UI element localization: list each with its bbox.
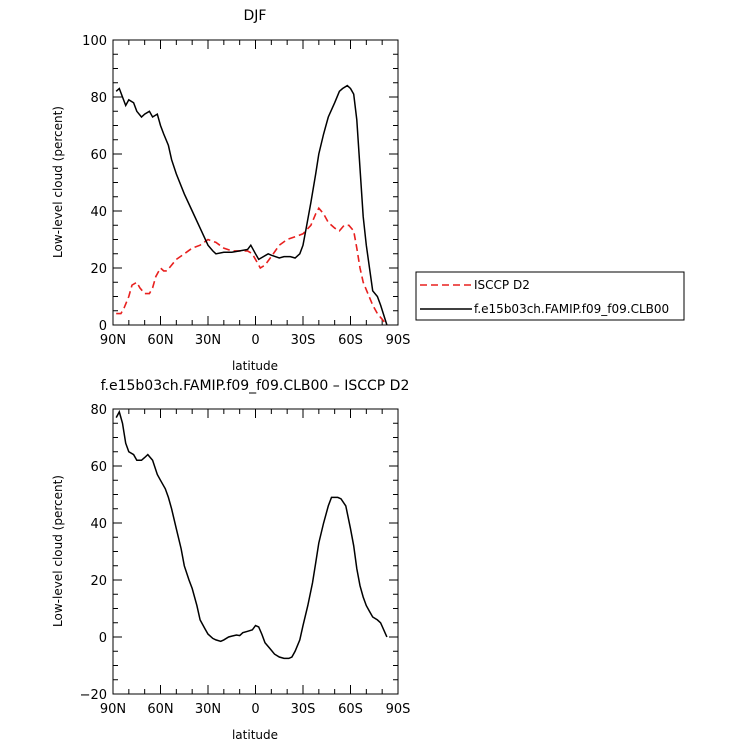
top-ytick-label-100: 100	[82, 34, 107, 49]
top-ytick-label-60: 60	[90, 148, 107, 163]
difference-line	[115, 409, 388, 660]
top-ytick-label-80: 80	[90, 91, 107, 106]
bottom-xtick-label-0: 0	[251, 702, 259, 717]
bottom-chart-ticks	[112, 408, 399, 695]
bottom-xtick-label-30s: 30S	[291, 702, 316, 717]
top-xtick-label-0: 0	[251, 333, 259, 348]
isccp-d2-line	[116, 206, 388, 326]
top-plot-frame	[112, 39, 399, 326]
legend-label-model-clb00: f.e15b03ch.FAMIP.f09_f09.CLB00	[474, 302, 669, 316]
bottom-y-axis-label: Low-level cloud (percent)	[51, 475, 65, 627]
top-xtick-label-60s: 60S	[338, 333, 363, 348]
bottom-ytick-label-20: 20	[90, 574, 107, 589]
top-xtick-label-30s: 30S	[291, 333, 316, 348]
top-y-axis-label: Low-level cloud (percent)	[51, 106, 65, 258]
top-chart-ticks	[112, 39, 399, 326]
legend-box	[415, 271, 685, 321]
bottom-xtick-label-60s: 60S	[338, 702, 363, 717]
bottom-ytick-label-40: 40	[90, 517, 107, 532]
bottom-xtick-label-90s: 90S	[386, 702, 411, 717]
top-chart-title: DJF	[244, 8, 267, 24]
bottom-xtick-label-60n: 60N	[147, 702, 173, 717]
legend: ISCCP D2 f.e15b03ch.FAMIP.f09_f09.CLB00	[415, 271, 685, 321]
bottom-plot-frame	[112, 408, 399, 695]
top-xtick-label-90s: 90S	[386, 333, 411, 348]
bottom-ytick-label-0: 0	[99, 631, 107, 646]
bottom-xtick-label-90n: 90N	[100, 702, 126, 717]
top-ytick-label-20: 20	[90, 262, 107, 277]
bottom-ytick-label-minus20: −20	[80, 688, 107, 703]
top-ytick-label-40: 40	[90, 205, 107, 220]
bottom-ytick-label-80: 80	[90, 403, 107, 418]
model-clb00-line	[115, 84, 388, 326]
top-xtick-label-90n: 90N	[100, 333, 126, 348]
top-chart: DJF 0 20 40 60 80 100 90N 60N 30N 0 30S …	[51, 8, 685, 373]
legend-label-isccp-d2: ISCCP D2	[474, 278, 530, 292]
bottom-chart-title: f.e15b03ch.FAMIP.f09_f09.CLB00 – ISCCP D…	[101, 378, 410, 394]
bottom-ytick-label-60: 60	[90, 460, 107, 475]
top-xtick-label-30n: 30N	[195, 333, 221, 348]
top-ytick-label-0: 0	[99, 319, 107, 334]
bottom-xtick-label-30n: 30N	[195, 702, 221, 717]
top-x-axis-label: latitude	[232, 359, 278, 373]
bottom-chart: f.e15b03ch.FAMIP.f09_f09.CLB00 – ISCCP D…	[51, 378, 410, 742]
bottom-x-axis-label: latitude	[232, 728, 278, 742]
top-xtick-label-60n: 60N	[147, 333, 173, 348]
